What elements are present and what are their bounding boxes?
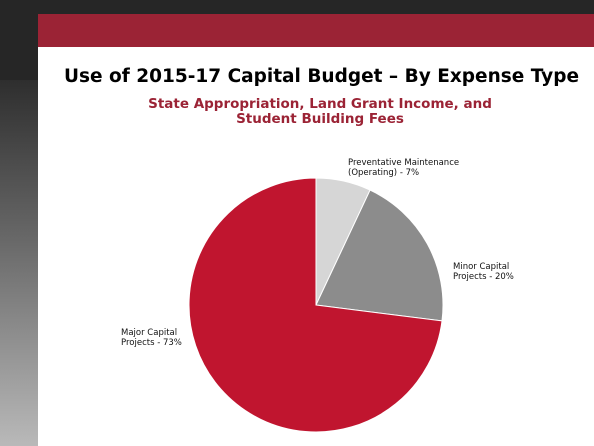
chart-title: State Appropriation, Land Grant Income, … xyxy=(148,96,492,127)
slide-title: Use of 2015-17 Capital Budget – By Expen… xyxy=(64,66,580,87)
slice-label-preventative-maintenance: Preventative Maintenance (Operating) - 7… xyxy=(348,158,460,178)
left-sidebar-gradient xyxy=(0,80,38,446)
top-dark-bar xyxy=(0,0,594,14)
slice-label-minor-capital: Minor Capital Projects - 20% xyxy=(453,262,514,282)
slice-label-major-capital: Major Capital Projects - 73% xyxy=(121,328,182,348)
header-accent-band xyxy=(38,14,594,47)
pie-slice-minor-capital xyxy=(315,189,444,322)
pie-slice-major-capital xyxy=(188,177,443,433)
